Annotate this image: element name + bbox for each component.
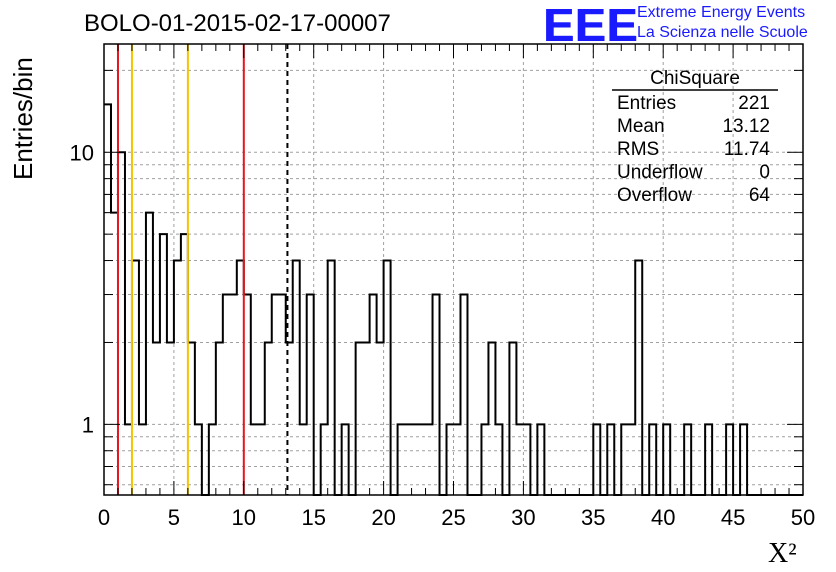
stats-value: 11.74	[723, 139, 770, 160]
histogram-bin	[132, 261, 139, 495]
histogram-bin	[265, 342, 272, 495]
histogram-bin	[160, 234, 167, 495]
histogram-bin	[649, 424, 656, 495]
histogram-bin	[342, 424, 349, 495]
histogram-bin	[419, 424, 426, 495]
x-axis-label: X²	[768, 538, 797, 569]
histogram-bin	[258, 424, 265, 495]
histogram-bin	[593, 424, 600, 495]
histogram-bin	[293, 261, 300, 495]
stats-title: ChiSquare	[650, 68, 740, 89]
histogram-bin	[516, 424, 523, 495]
histogram-bin	[454, 424, 461, 495]
stats-value: 221	[738, 93, 770, 114]
chart-title: BOLO-01-2015-02-17-00007	[84, 10, 391, 37]
stats-value: 13.12	[722, 116, 770, 137]
y-tick-label: 10	[70, 140, 94, 165]
x-tick-label: 10	[232, 505, 256, 530]
histogram-bin	[635, 261, 642, 495]
histogram-bin	[307, 295, 314, 495]
histogram-bin	[286, 342, 293, 495]
histogram-bin	[328, 261, 335, 495]
histogram-bin	[537, 424, 544, 495]
histogram-bin	[663, 424, 670, 495]
x-tick-label: 15	[301, 505, 325, 530]
histogram-bin	[244, 295, 251, 495]
x-tick-label: 5	[168, 505, 180, 530]
histogram-bin	[433, 295, 440, 495]
stats-key: Overflow	[617, 185, 692, 206]
histogram-bin	[405, 424, 412, 495]
histogram-bin	[153, 342, 160, 495]
histogram-bin	[139, 424, 146, 495]
stats-key: Underflow	[617, 162, 703, 183]
x-tick-label: 35	[581, 505, 605, 530]
histogram-bin	[111, 213, 118, 495]
histogram-bin	[272, 295, 279, 495]
histogram-bin	[509, 342, 516, 495]
histogram-bin	[398, 424, 405, 495]
histogram-bin	[412, 424, 419, 495]
histogram-bin	[447, 424, 454, 495]
histogram-bin	[118, 152, 125, 495]
histogram-bin	[188, 342, 195, 495]
histogram-bin	[488, 342, 495, 495]
stats-value: 64	[748, 185, 770, 206]
histogram-bin	[370, 295, 377, 495]
histogram-bin	[426, 424, 433, 495]
histogram-bin	[321, 424, 328, 495]
stats-key: RMS	[617, 139, 660, 160]
histogram-bin	[146, 213, 153, 495]
histogram-bin	[181, 234, 188, 495]
histogram-bin	[363, 342, 370, 495]
histogram-bin	[523, 424, 530, 495]
logo-line-1: Extreme Energy Events	[637, 4, 806, 21]
eee-logo: EEE	[543, 0, 639, 51]
histogram-bin	[237, 261, 244, 495]
x-tick-label: 40	[651, 505, 675, 530]
histogram-bin	[209, 424, 216, 495]
histogram-bin	[684, 424, 691, 495]
x-tick-label: 0	[98, 505, 110, 530]
stats-value: 0	[759, 162, 770, 183]
histogram-bin	[481, 424, 488, 495]
histogram-bin	[125, 424, 132, 495]
histogram-bin	[726, 424, 733, 495]
x-tick-label: 20	[371, 505, 395, 530]
histogram-bin	[628, 424, 635, 495]
x-tick-label: 45	[721, 505, 745, 530]
histogram-bin	[460, 295, 467, 495]
histogram-bin	[356, 342, 363, 495]
histogram-bin	[377, 342, 384, 495]
histogram-bin	[495, 424, 502, 495]
histogram-bin	[740, 424, 747, 495]
x-tick-label: 25	[441, 505, 465, 530]
histogram-bin	[621, 424, 628, 495]
histogram-bin	[167, 342, 174, 495]
logo-line-2: La Scienza nelle Scuole	[637, 24, 808, 41]
stats-key: Mean	[617, 116, 665, 137]
y-axis-label: Entries/bin	[8, 57, 38, 180]
histogram-bin	[607, 424, 614, 495]
stats-key: Entries	[617, 93, 677, 114]
histogram-bin	[223, 295, 230, 495]
histogram-bin	[384, 261, 391, 495]
y-tick-label: 1	[82, 412, 94, 437]
histogram-bin	[251, 424, 258, 495]
x-tick-label: 30	[511, 505, 535, 530]
histogram-bin	[195, 424, 202, 495]
x-tick-label: 50	[791, 505, 815, 530]
histogram-bin	[705, 424, 712, 495]
histogram-bin	[279, 295, 286, 495]
histogram-bin	[174, 261, 181, 495]
histogram-bin	[216, 342, 223, 495]
histogram-bin	[300, 424, 307, 495]
histogram-bin	[230, 295, 237, 495]
